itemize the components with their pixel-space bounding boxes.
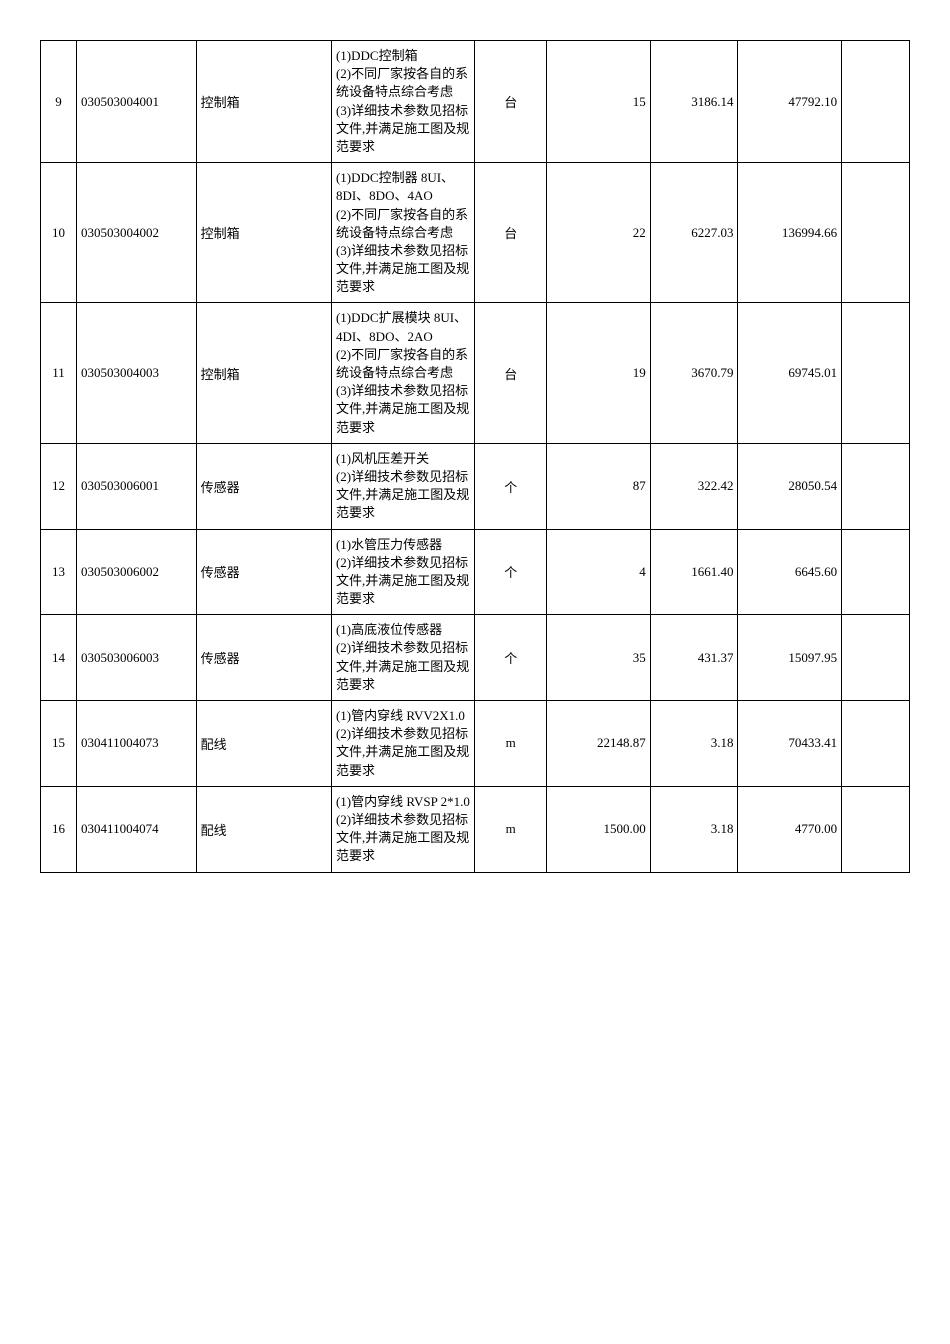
cell-description: (1)DDC扩展模块 8UI、4DI、8DO、2AO (2)不同厂家按各自的系统… — [331, 303, 474, 443]
boq-table: 9030503004001控制箱(1)DDC控制箱 (2)不同厂家按各自的系统设… — [40, 40, 910, 873]
cell-blank — [842, 41, 910, 163]
cell-index: 15 — [41, 701, 77, 787]
cell-name: 配线 — [196, 701, 331, 787]
cell-unit-price: 431.37 — [650, 615, 738, 701]
cell-index: 12 — [41, 443, 77, 529]
cell-quantity: 35 — [547, 615, 651, 701]
cell-description: (1)管内穿线 RVV2X1.0 (2)详细技术参数见招标文件,并满足施工图及规… — [331, 701, 474, 787]
cell-code: 030411004073 — [77, 701, 197, 787]
table-row: 11030503004003控制箱(1)DDC扩展模块 8UI、4DI、8DO、… — [41, 303, 910, 443]
cell-quantity: 1500.00 — [547, 786, 651, 872]
cell-name: 传感器 — [196, 529, 331, 615]
cell-code: 030503006002 — [77, 529, 197, 615]
cell-code: 030411004074 — [77, 786, 197, 872]
cell-total: 69745.01 — [738, 303, 842, 443]
cell-total: 70433.41 — [738, 701, 842, 787]
cell-unit-price: 3.18 — [650, 786, 738, 872]
cell-index: 10 — [41, 163, 77, 303]
cell-unit-price: 1661.40 — [650, 529, 738, 615]
cell-unit-price: 6227.03 — [650, 163, 738, 303]
table-row: 14030503006003传感器(1)高底液位传感器 (2)详细技术参数见招标… — [41, 615, 910, 701]
table-row: 9030503004001控制箱(1)DDC控制箱 (2)不同厂家按各自的系统设… — [41, 41, 910, 163]
cell-total: 136994.66 — [738, 163, 842, 303]
cell-unit: 台 — [475, 303, 547, 443]
cell-name: 控制箱 — [196, 163, 331, 303]
cell-unit: 台 — [475, 163, 547, 303]
cell-blank — [842, 701, 910, 787]
cell-description: (1)水管压力传感器 (2)详细技术参数见招标文件,并满足施工图及规范要求 — [331, 529, 474, 615]
cell-total: 4770.00 — [738, 786, 842, 872]
cell-unit-price: 322.42 — [650, 443, 738, 529]
cell-total: 47792.10 — [738, 41, 842, 163]
cell-blank — [842, 615, 910, 701]
cell-total: 6645.60 — [738, 529, 842, 615]
cell-unit: m — [475, 786, 547, 872]
cell-name: 传感器 — [196, 615, 331, 701]
table-row: 13030503006002传感器(1)水管压力传感器 (2)详细技术参数见招标… — [41, 529, 910, 615]
cell-name: 控制箱 — [196, 41, 331, 163]
table-body: 9030503004001控制箱(1)DDC控制箱 (2)不同厂家按各自的系统设… — [41, 41, 910, 873]
cell-index: 9 — [41, 41, 77, 163]
cell-blank — [842, 786, 910, 872]
cell-quantity: 19 — [547, 303, 651, 443]
cell-description: (1)DDC控制箱 (2)不同厂家按各自的系统设备特点综合考虑 (3)详细技术参… — [331, 41, 474, 163]
table-row: 15030411004073配线(1)管内穿线 RVV2X1.0 (2)详细技术… — [41, 701, 910, 787]
cell-quantity: 4 — [547, 529, 651, 615]
cell-description: (1)风机压差开关 (2)详细技术参数见招标文件,并满足施工图及规范要求 — [331, 443, 474, 529]
cell-code: 030503004002 — [77, 163, 197, 303]
cell-quantity: 22 — [547, 163, 651, 303]
cell-blank — [842, 443, 910, 529]
cell-quantity: 22148.87 — [547, 701, 651, 787]
cell-unit: 个 — [475, 443, 547, 529]
table-row: 10030503004002控制箱(1)DDC控制器 8UI、8DI、8DO、4… — [41, 163, 910, 303]
cell-blank — [842, 303, 910, 443]
cell-index: 14 — [41, 615, 77, 701]
cell-blank — [842, 163, 910, 303]
cell-unit-price: 3670.79 — [650, 303, 738, 443]
table-row: 12030503006001传感器(1)风机压差开关 (2)详细技术参数见招标文… — [41, 443, 910, 529]
cell-index: 16 — [41, 786, 77, 872]
cell-name: 控制箱 — [196, 303, 331, 443]
cell-description: (1)管内穿线 RVSP 2*1.0 (2)详细技术参数见招标文件,并满足施工图… — [331, 786, 474, 872]
cell-total: 28050.54 — [738, 443, 842, 529]
cell-code: 030503006001 — [77, 443, 197, 529]
cell-name: 配线 — [196, 786, 331, 872]
cell-unit-price: 3186.14 — [650, 41, 738, 163]
cell-unit-price: 3.18 — [650, 701, 738, 787]
cell-code: 030503006003 — [77, 615, 197, 701]
cell-unit: m — [475, 701, 547, 787]
table-row: 16030411004074配线(1)管内穿线 RVSP 2*1.0 (2)详细… — [41, 786, 910, 872]
cell-code: 030503004003 — [77, 303, 197, 443]
cell-quantity: 15 — [547, 41, 651, 163]
cell-unit: 台 — [475, 41, 547, 163]
cell-quantity: 87 — [547, 443, 651, 529]
cell-unit: 个 — [475, 529, 547, 615]
cell-name: 传感器 — [196, 443, 331, 529]
cell-description: (1)高底液位传感器 (2)详细技术参数见招标文件,并满足施工图及规范要求 — [331, 615, 474, 701]
cell-code: 030503004001 — [77, 41, 197, 163]
cell-index: 11 — [41, 303, 77, 443]
cell-description: (1)DDC控制器 8UI、8DI、8DO、4AO (2)不同厂家按各自的系统设… — [331, 163, 474, 303]
cell-total: 15097.95 — [738, 615, 842, 701]
cell-index: 13 — [41, 529, 77, 615]
cell-unit: 个 — [475, 615, 547, 701]
cell-blank — [842, 529, 910, 615]
